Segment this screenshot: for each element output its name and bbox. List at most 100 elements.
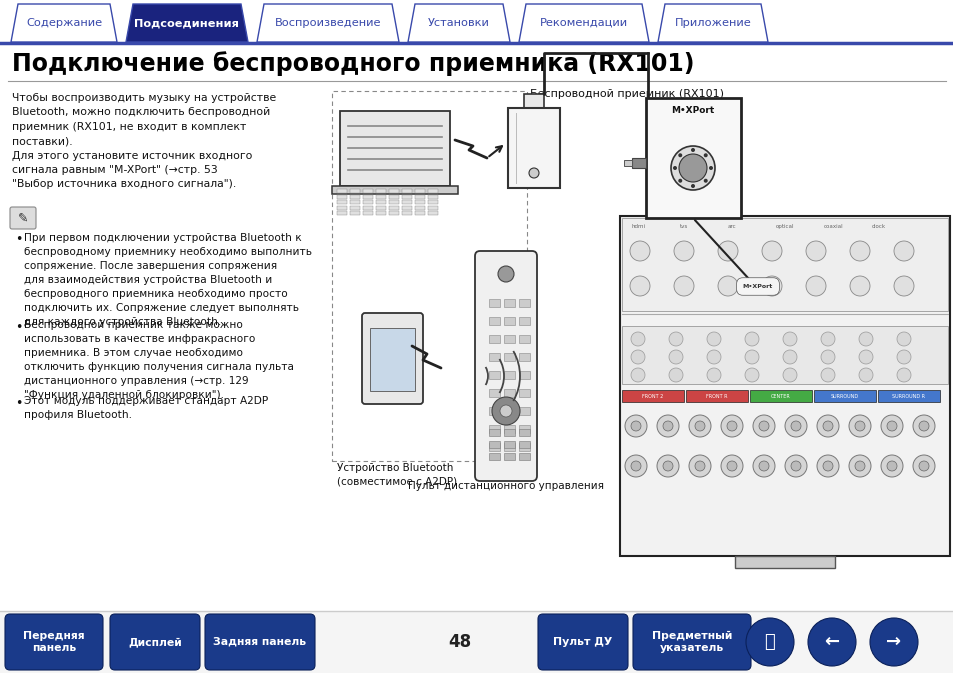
Circle shape	[629, 241, 649, 261]
Bar	[375, 205, 386, 209]
Circle shape	[630, 461, 640, 471]
Bar	[518, 443, 530, 451]
Text: •: •	[15, 233, 22, 246]
Bar	[428, 189, 437, 193]
Bar	[389, 211, 398, 215]
Text: ←: ←	[823, 633, 839, 651]
Bar	[336, 200, 347, 204]
Bar	[518, 425, 530, 433]
Circle shape	[822, 421, 832, 431]
Circle shape	[761, 241, 781, 261]
Bar	[619, 216, 949, 556]
Circle shape	[858, 350, 872, 364]
Bar	[415, 211, 424, 215]
Bar	[621, 390, 683, 402]
Bar	[503, 407, 515, 415]
Circle shape	[886, 461, 896, 471]
Circle shape	[869, 618, 917, 666]
FancyBboxPatch shape	[475, 251, 537, 481]
Bar	[332, 186, 457, 194]
Circle shape	[720, 415, 742, 437]
Bar	[489, 407, 499, 415]
Text: Пульт ДУ: Пульт ДУ	[553, 637, 612, 647]
Bar	[389, 200, 398, 204]
Circle shape	[726, 421, 737, 431]
Bar	[401, 189, 412, 193]
Bar	[523, 94, 543, 108]
Bar	[350, 194, 359, 199]
Circle shape	[695, 461, 704, 471]
Bar	[518, 441, 530, 448]
Bar	[401, 200, 412, 204]
Bar	[489, 425, 499, 433]
Bar	[363, 194, 373, 199]
Bar	[518, 353, 530, 361]
Bar	[401, 194, 412, 199]
Polygon shape	[126, 4, 248, 42]
Bar	[363, 189, 373, 193]
Circle shape	[912, 455, 934, 477]
Bar	[363, 200, 373, 204]
Bar	[503, 335, 515, 343]
Circle shape	[688, 455, 710, 477]
FancyBboxPatch shape	[5, 614, 103, 670]
Circle shape	[706, 332, 720, 346]
Bar	[375, 211, 386, 215]
Text: Подсоединения: Подсоединения	[134, 18, 239, 28]
Bar	[503, 371, 515, 379]
Circle shape	[886, 421, 896, 431]
Text: →: →	[885, 633, 901, 651]
Circle shape	[848, 415, 870, 437]
Text: Дисплей: Дисплей	[128, 637, 182, 647]
Text: Беспроводной приемник также можно
использовать в качестве инфракрасного
приемник: Беспроводной приемник также можно исполь…	[24, 320, 294, 400]
Text: Устройство Bluetooth
(совместимое с A2DP): Устройство Bluetooth (совместимое с A2DP…	[336, 463, 456, 487]
Polygon shape	[518, 4, 648, 42]
Bar	[518, 299, 530, 307]
Circle shape	[858, 368, 872, 382]
Circle shape	[630, 332, 644, 346]
FancyBboxPatch shape	[361, 313, 422, 404]
Polygon shape	[11, 4, 117, 42]
Circle shape	[690, 184, 695, 188]
Circle shape	[688, 415, 710, 437]
Bar	[389, 189, 398, 193]
Text: Чтобы воспроизводить музыку на устройстве
Bluetooth, можно подключить беспроводн: Чтобы воспроизводить музыку на устройств…	[12, 93, 276, 189]
Text: hdmi: hdmi	[631, 224, 645, 229]
Text: 🏠: 🏠	[763, 633, 775, 651]
Circle shape	[896, 350, 910, 364]
FancyBboxPatch shape	[633, 614, 750, 670]
Circle shape	[782, 350, 796, 364]
Bar	[813, 390, 875, 402]
Bar	[389, 205, 398, 209]
Circle shape	[784, 415, 806, 437]
Bar	[645, 98, 740, 218]
Circle shape	[670, 146, 714, 190]
Text: clock: clock	[871, 224, 885, 229]
Bar	[489, 299, 499, 307]
Bar	[518, 453, 530, 460]
Circle shape	[630, 421, 640, 431]
Bar	[401, 205, 412, 209]
Bar	[336, 211, 347, 215]
Circle shape	[759, 421, 768, 431]
Bar	[350, 205, 359, 209]
Bar	[503, 389, 515, 397]
Circle shape	[896, 368, 910, 382]
Circle shape	[657, 415, 679, 437]
Circle shape	[805, 276, 825, 296]
Circle shape	[759, 461, 768, 471]
Text: Рекомендации: Рекомендации	[539, 18, 627, 28]
Bar	[428, 200, 437, 204]
Bar	[375, 200, 386, 204]
Polygon shape	[256, 4, 398, 42]
Circle shape	[752, 415, 774, 437]
Bar	[428, 194, 437, 199]
Text: Приложение: Приложение	[674, 18, 751, 28]
Circle shape	[726, 461, 737, 471]
Text: При первом подключении устройства Bluetooth к
беспроводному приемнику необходимо: При первом подключении устройства Blueto…	[24, 233, 312, 327]
Text: FRONT R: FRONT R	[705, 394, 727, 398]
Text: Предметный
указатель: Предметный указатель	[651, 631, 731, 653]
Circle shape	[849, 241, 869, 261]
Circle shape	[668, 368, 682, 382]
Circle shape	[858, 332, 872, 346]
